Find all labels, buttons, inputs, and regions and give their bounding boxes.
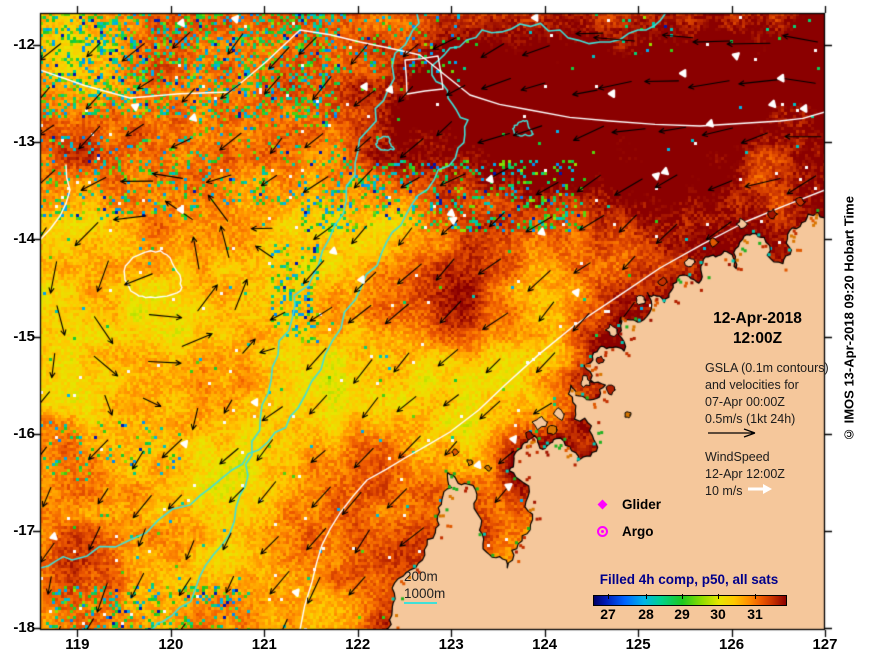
wind-legend-line: 12-Apr 12:00Z (705, 467, 785, 481)
y-tick-label: -18 (13, 619, 35, 637)
argo-marker-icon (597, 526, 608, 537)
y-tick-label: -16 (13, 424, 35, 442)
x-tick-label: 120 (158, 636, 184, 653)
gsla-reference-arrow-icon (708, 428, 756, 438)
colorbar-tick-mark (608, 594, 609, 599)
isobath-1000m-label: 1000m (404, 586, 446, 601)
y-tick-label: -17 (13, 521, 35, 539)
gsla-legend-line: 0.5m/s (1kt 24h) (705, 412, 796, 426)
y-tick-label: -14 (13, 230, 35, 248)
colorbar-tick-mark (718, 594, 719, 599)
colorbar-title: Filled 4h comp, p50, all sats (599, 572, 779, 587)
y-tick-label: -15 (13, 327, 35, 345)
glider-label: Glider (622, 497, 662, 512)
gsla-legend-line: 07-Apr 00:00Z (705, 395, 785, 409)
argo-label: Argo (622, 524, 654, 539)
colorbar-tick-label: 31 (747, 606, 763, 622)
colorbar-tick-label: 30 (710, 606, 726, 622)
colorbar-tick-label: 29 (674, 606, 690, 622)
y-tick-label: -12 (13, 36, 35, 54)
x-tick-label: 127 (812, 636, 838, 653)
x-tick-label: 121 (251, 636, 277, 653)
colorbar-tick-mark (682, 594, 683, 599)
valid-time-label: 12:00Z (732, 330, 783, 347)
gsla-legend-line: GSLA (0.1m contours) (705, 361, 829, 375)
x-tick-label: 126 (719, 636, 745, 653)
sst-colorbar (593, 595, 787, 606)
x-tick-label: 124 (532, 636, 558, 653)
colorbar-tick-label: 27 (600, 606, 616, 622)
gsla-legend-line: and velocities for (705, 378, 799, 392)
x-tick-label: 125 (625, 636, 651, 653)
y-tick-label: -13 (13, 133, 35, 151)
colorbar-tick-mark (755, 594, 756, 599)
x-tick-label: 122 (345, 636, 371, 653)
isobath-200m-label: 200m (404, 569, 438, 584)
x-tick-label: 123 (438, 636, 464, 653)
imos-credit-text: © IMOS 13-Apr-2018 09:20 Hobart Time (841, 196, 857, 442)
wind-legend-line: 10 m/s (705, 484, 743, 498)
wind-reference-arrow-icon (748, 484, 772, 494)
colorbar-tick-mark (646, 594, 647, 599)
wind-legend-line: WindSpeed (705, 450, 770, 464)
valid-date-label: 12-Apr-2018 (713, 310, 802, 327)
isobath-legend-line (404, 602, 437, 604)
x-tick-label: 119 (65, 636, 90, 653)
colorbar-tick-label: 28 (638, 606, 654, 622)
